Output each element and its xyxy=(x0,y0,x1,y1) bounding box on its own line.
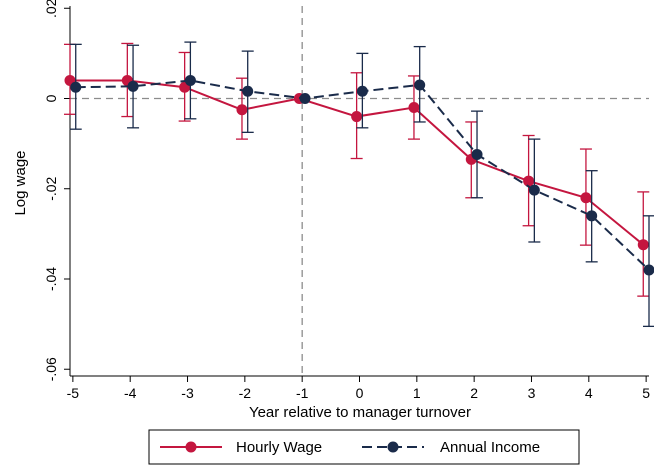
y-tick-label: -.06 xyxy=(43,357,59,381)
x-tick-label: 1 xyxy=(413,385,421,401)
data-point-annual-income xyxy=(70,81,82,93)
x-tick-label: -3 xyxy=(181,385,194,401)
data-point-annual-income xyxy=(414,79,426,91)
x-tick-label: 4 xyxy=(585,385,593,401)
x-tick-label: -4 xyxy=(124,385,137,401)
legend-label-annual-income: Annual Income xyxy=(440,439,540,456)
legend-swatch-annual-income-marker xyxy=(387,441,399,453)
data-point-annual-income xyxy=(184,74,196,86)
data-point-hourly-wage xyxy=(408,102,420,114)
x-tick-label: -5 xyxy=(67,385,80,401)
data-point-annual-income xyxy=(299,93,311,104)
x-tick-label: -2 xyxy=(239,385,252,401)
data-point-hourly-wage xyxy=(236,104,248,116)
series-annual-income xyxy=(69,41,654,328)
x-tick-label: 0 xyxy=(356,385,364,401)
reference-lines xyxy=(70,6,649,376)
data-point-annual-income xyxy=(127,80,139,92)
series-hourly-wage xyxy=(64,42,650,297)
legend: Hourly Wage Annual Income xyxy=(148,429,580,465)
data-point-hourly-wage xyxy=(637,239,649,251)
x-tick-label: 2 xyxy=(470,385,478,401)
y-axis-title: Log wage xyxy=(12,150,29,215)
x-axis-title: Year relative to manager turnover xyxy=(249,404,471,421)
series-layer xyxy=(64,41,654,328)
x-tick-label: 3 xyxy=(528,385,536,401)
x-tick-label: 5 xyxy=(642,385,650,401)
y-tick-label: 0 xyxy=(43,94,59,102)
data-point-hourly-wage xyxy=(580,192,592,204)
data-point-annual-income xyxy=(528,184,540,196)
data-point-hourly-wage xyxy=(351,111,363,123)
data-point-annual-income xyxy=(356,85,368,97)
data-point-annual-income xyxy=(643,264,654,276)
data-point-annual-income xyxy=(242,85,254,97)
legend-label-hourly-wage: Hourly Wage xyxy=(236,439,322,456)
y-tick-label: -.02 xyxy=(43,176,59,200)
x-tick-label: -1 xyxy=(296,385,309,401)
legend-swatch-hourly-wage-marker xyxy=(185,441,197,453)
data-point-annual-income xyxy=(586,210,598,222)
axes: .02 0 -.02 -.04 -.06 -5 -4 -3 -2 -1 0 1 2 3 4 5 xyxy=(43,0,650,401)
y-tick-label: .02 xyxy=(43,0,59,18)
data-point-hourly-wage xyxy=(523,175,535,187)
data-point-annual-income xyxy=(471,148,483,160)
y-tick-label: -.04 xyxy=(43,267,59,291)
